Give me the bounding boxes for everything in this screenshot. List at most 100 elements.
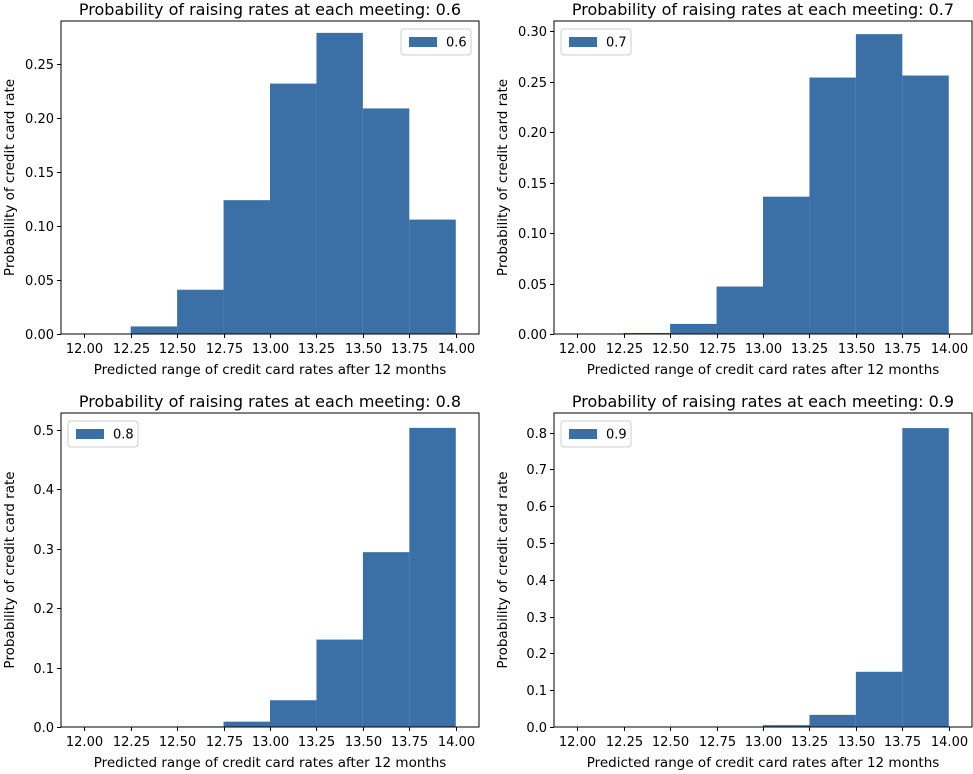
x-tick-label: 13.75 (391, 342, 428, 357)
x-tick-label: 13.75 (884, 735, 921, 750)
y-tick-label: 0.0 (33, 721, 54, 736)
x-tick-label: 12.00 (559, 342, 596, 357)
y-tick-label: 0.3 (526, 611, 547, 626)
histogram-bar (855, 671, 903, 727)
y-tick-label: 0.4 (33, 483, 54, 498)
legend-label: 0.8 (113, 428, 134, 443)
y-tick-label: 0.1 (526, 684, 547, 699)
x-tick-label: 13.25 (791, 342, 828, 357)
legend: 0.7 (560, 28, 632, 56)
y-tick-label: 0.10 (25, 220, 54, 235)
y-tick-label: 0.30 (518, 25, 547, 40)
x-tick-label: 13.50 (838, 342, 875, 357)
histogram-bar (130, 326, 178, 334)
x-tick-label: 14.00 (438, 735, 475, 750)
y-tick-label: 0.3 (33, 543, 54, 558)
y-axis-label: Probability of credit card rate (495, 79, 511, 276)
y-tick-label: 0.25 (25, 58, 54, 73)
subplot-3: 12.00 12.25 12.50 12.75 13.00 13.25 13.50 13.75… (2, 392, 480, 771)
x-tick-label: 12.50 (652, 342, 689, 357)
histogram-bar (763, 196, 810, 334)
histogram-bar (716, 286, 763, 334)
x-tick-label: 12.00 (66, 342, 103, 357)
x-tick-label: 13.00 (745, 342, 782, 357)
y-tick-label: 0.10 (518, 227, 547, 242)
histogram-bar (362, 108, 410, 335)
histogram-bar (316, 639, 363, 727)
x-tick-label: 12.75 (699, 735, 736, 750)
x-tick-label: 13.75 (884, 342, 921, 357)
histogram-bar (270, 83, 317, 334)
x-tick-label: 12.25 (606, 735, 643, 750)
y-tick-label: 0.0 (526, 721, 547, 736)
histogram-bar (670, 323, 717, 334)
histogram-bar (902, 75, 949, 334)
x-tick-label: 12.50 (652, 735, 689, 750)
y-tick-label: 0.5 (33, 424, 54, 439)
x-axis-label: Predicted range of credit card rates aft… (587, 755, 940, 770)
histogram-bar (362, 552, 410, 727)
subplot-4: 12.00 12.25 12.50 12.75 13.00 13.25 13.50 13.75… (495, 392, 973, 771)
y-tick-label: 0.15 (518, 177, 547, 192)
y-tick-label: 0.2 (33, 602, 54, 617)
y-tick-label: 0.05 (518, 278, 547, 293)
x-axis-label: Predicted range of credit card rates aft… (94, 755, 447, 770)
x-tick-label: 12.75 (206, 735, 243, 750)
x-tick-label: 13.50 (838, 735, 875, 750)
histogram-bar (223, 721, 270, 727)
x-tick-label: 12.75 (206, 342, 243, 357)
y-tick-label: 0.1 (33, 662, 54, 677)
histogram-bar (902, 428, 949, 727)
legend-swatch (409, 37, 437, 47)
x-tick-label: 13.25 (298, 735, 335, 750)
subplot-2: 12.00 12.25 12.50 12.75 13.00 13.25 13.50 13.75… (495, 0, 973, 378)
x-axis-label: Predicted range of credit card rates aft… (94, 362, 447, 378)
x-tick-label: 12.00 (559, 735, 596, 750)
y-tick-label: 0.4 (526, 574, 547, 589)
histogram-bar (409, 219, 456, 334)
y-tick-label: 0.15 (25, 166, 54, 181)
histogram-bar (316, 32, 363, 335)
histogram-bar (809, 714, 856, 727)
y-tick-label: 0.5 (526, 537, 547, 552)
chart-title: Probability of raising rates at each mee… (79, 0, 461, 19)
x-tick-label: 12.75 (699, 342, 736, 357)
y-tick-label: 0.2 (526, 647, 547, 662)
legend: 0.6 (400, 28, 472, 56)
x-tick-label: 13.00 (252, 735, 289, 750)
x-tick-label: 14.00 (438, 342, 475, 357)
chart-title: Probability of raising rates at each mee… (572, 392, 954, 411)
x-tick-label: 12.50 (159, 342, 196, 357)
x-tick-label: 13.00 (745, 735, 782, 750)
y-tick-label: 0.8 (526, 427, 547, 442)
subplot-1: 12.00 12.25 12.50 12.75 13.00 13.25 13.50 13.75… (2, 0, 480, 378)
histogram-bar (270, 700, 317, 727)
y-tick-label: 0.20 (25, 112, 54, 127)
legend: 0.8 (67, 420, 139, 448)
legend: 0.9 (560, 420, 632, 448)
histogram-bar (855, 34, 903, 335)
y-tick-label: 0.05 (25, 274, 54, 289)
x-tick-label: 13.75 (391, 735, 428, 750)
histogram-bar (623, 332, 671, 334)
x-tick-label: 12.25 (113, 342, 150, 357)
y-tick-label: 0.20 (518, 126, 547, 141)
y-tick-label: 0.6 (526, 500, 547, 515)
histogram-bar (409, 427, 456, 727)
y-tick-label: 0.7 (526, 463, 547, 478)
x-tick-label: 12.00 (66, 735, 103, 750)
x-tick-label: 14.00 (931, 342, 968, 357)
legend-label: 0.6 (446, 36, 467, 51)
histogram-bar (177, 289, 224, 334)
y-axis-label: Probability of credit card rate (2, 471, 18, 668)
legend-swatch (569, 429, 597, 439)
x-tick-label: 12.50 (159, 735, 196, 750)
y-tick-label: 0.25 (518, 76, 547, 91)
x-tick-label: 13.50 (345, 342, 382, 357)
x-tick-label: 12.25 (113, 735, 150, 750)
y-tick-label: 0.00 (25, 328, 54, 343)
x-tick-label: 13.50 (345, 735, 382, 750)
chart-title: Probability of raising rates at each mee… (572, 0, 954, 19)
histogram-bar (223, 200, 270, 334)
